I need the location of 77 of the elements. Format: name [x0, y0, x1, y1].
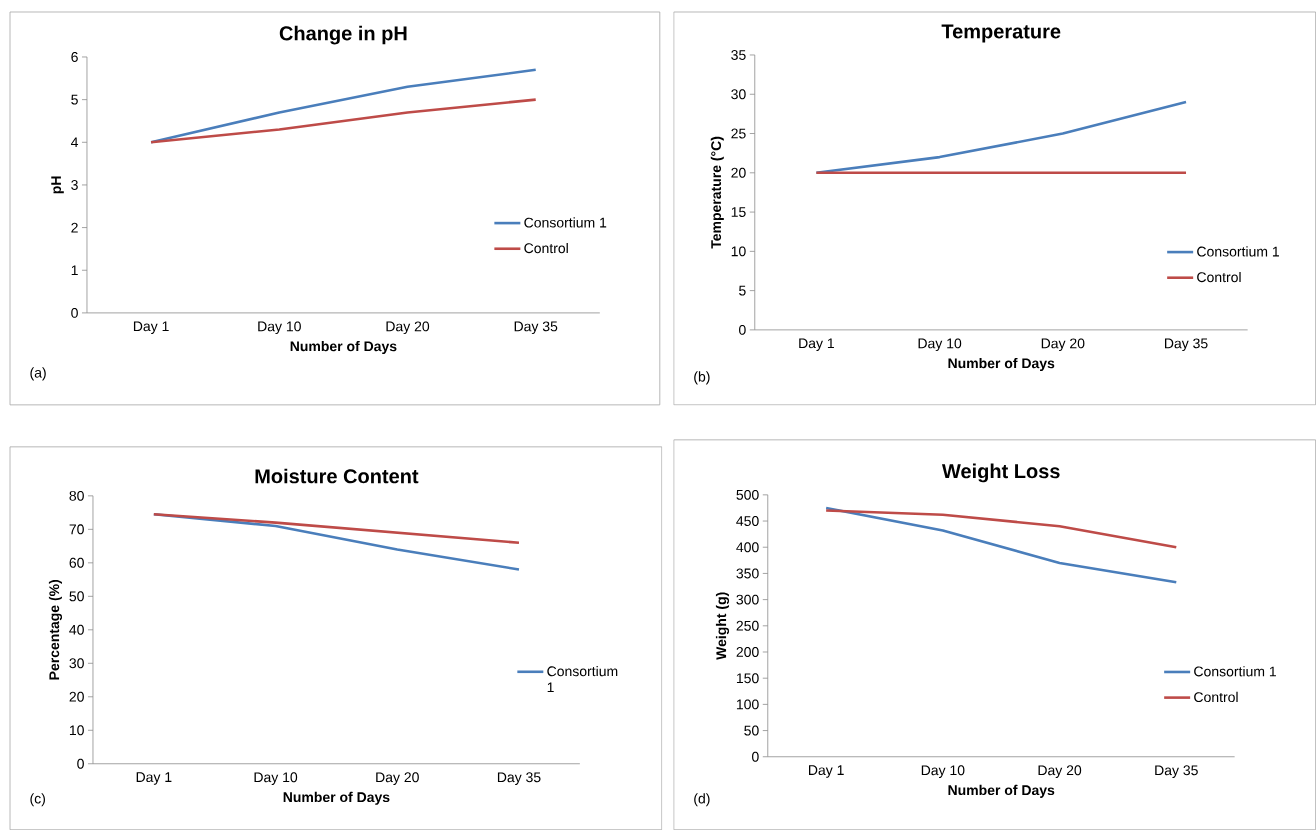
y-tick-label: 2 [71, 222, 78, 233]
y-axis-title: Weight (g) [715, 592, 730, 660]
y-tick-label: 50 [69, 591, 84, 602]
x-tick-label: Day 35 [1165, 338, 1208, 352]
x-axis-title: Number of Days [948, 357, 1055, 371]
y-tick-label: 0 [71, 307, 78, 318]
x-tick-label: Day 1 [133, 321, 169, 334]
y-tick-label: 15 [731, 207, 746, 217]
legend-label: Consortium 1 [1197, 246, 1279, 257]
y-tick-label: 80 [69, 490, 84, 501]
y-tick-label: 350 [736, 568, 759, 579]
y-tick-label: 70 [69, 524, 84, 535]
y-tick-label: 35 [731, 49, 746, 60]
line-series [824, 506, 1178, 584]
x-tick-label: Day 10 [918, 338, 962, 352]
x-axis-title: Number of Days [283, 791, 390, 805]
y-tick-label: 10 [731, 246, 746, 257]
y-tick-label: 20 [69, 691, 84, 702]
y-tick-label: 100 [736, 699, 759, 710]
y-tick-label: 4 [70, 137, 79, 148]
y-tick-label: 10 [69, 725, 84, 736]
text: (b) [694, 371, 710, 385]
y-tick-label: 400 [736, 542, 759, 553]
x-tick-label: Day 35 [514, 321, 558, 335]
y-tick-label: 1 [71, 265, 78, 275]
y-tick-label: 30 [69, 658, 84, 669]
legend-label: Consortium 1 [547, 665, 618, 693]
text: (a) [30, 367, 46, 381]
y-tick-label: 3 [71, 179, 78, 190]
y-tick-label: 0 [739, 324, 746, 335]
text: (d) [694, 793, 710, 807]
chart-title: Moisture Content [255, 468, 419, 484]
text: (c) [30, 793, 45, 807]
y-tick-label: 500 [736, 489, 759, 500]
chart-title: Temperature [941, 24, 1061, 43]
legend-label: Consortium 1 [524, 217, 607, 228]
y-tick-label: 6 [71, 51, 78, 62]
x-tick-label: Day 20 [386, 321, 430, 335]
y-tick-label: 250 [736, 620, 759, 631]
y-tick-label: 5 [739, 285, 746, 296]
y-tick-label: 5 [71, 94, 78, 105]
y-axis-title: Percentage (%) [48, 579, 63, 680]
y-tick-label: 300 [736, 594, 759, 605]
line-series [149, 98, 538, 144]
x-tick-label: Day 20 [1038, 765, 1082, 778]
y-axis-title: pH [51, 176, 64, 194]
x-axis-title: Number of Days [948, 784, 1055, 798]
y-tick-label: 200 [736, 646, 759, 657]
x-tick-label: Day 35 [497, 772, 541, 785]
y-tick-label: 30 [731, 89, 746, 100]
y-tick-label: 25 [731, 128, 746, 139]
y-tick-label: 0 [77, 758, 84, 769]
y-tick-label: 20 [731, 167, 746, 178]
y-tick-label: 450 [736, 516, 759, 526]
x-tick-label: Day 10 [258, 321, 301, 335]
x-tick-label: Day 10 [254, 772, 298, 785]
x-axis-title: Number of Days [290, 340, 397, 354]
y-tick-label: 0 [752, 751, 759, 762]
legend-label: Control [524, 242, 568, 254]
legend-label: Control [1194, 691, 1238, 703]
y-tick-label: 60 [69, 557, 84, 568]
x-tick-label: Day 1 [136, 772, 172, 785]
y-axis-title: Temperature (°C) [710, 136, 724, 249]
x-tick-label: Day 35 [1155, 765, 1198, 778]
x-tick-label: Day 1 [809, 765, 844, 778]
y-tick-label: 50 [744, 725, 759, 736]
legend-label: Consortium 1 [1194, 666, 1276, 677]
y-tick-label: 150 [736, 673, 759, 684]
chart-title: Weight Loss [941, 463, 1060, 483]
line-series [824, 509, 1178, 549]
x-tick-label: Day 10 [921, 765, 965, 778]
x-tick-label: Day 20 [1041, 338, 1085, 352]
x-tick-label: Day 20 [376, 772, 419, 785]
y-tick-label: 40 [69, 624, 84, 635]
x-tick-label: Day 1 [799, 338, 834, 351]
legend-label: Control [1197, 271, 1241, 283]
chart-title: Change in pH [279, 25, 407, 45]
